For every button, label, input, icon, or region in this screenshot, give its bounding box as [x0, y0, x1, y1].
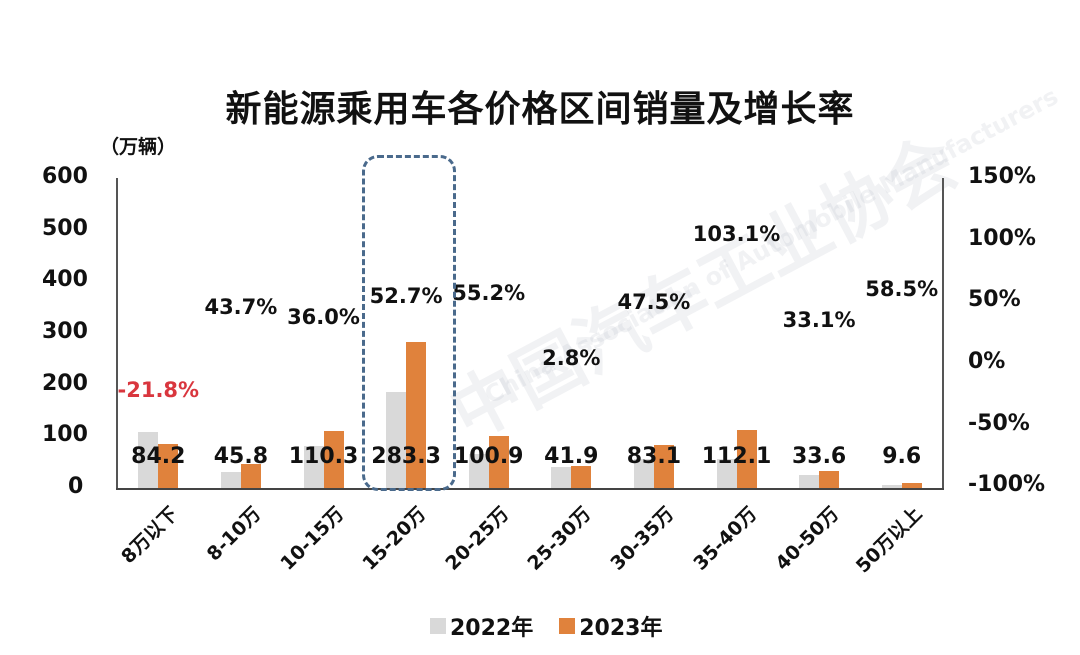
left-axis-tick: 500: [42, 215, 88, 241]
left-axis-tick: 600: [42, 164, 88, 189]
bar-2022: [716, 459, 737, 488]
chart-title: 新能源乘用车各价格区间销量及增长率: [225, 89, 855, 130]
right-axis-tick: 100%: [968, 225, 1036, 251]
x-axis-label: 15-20万: [358, 502, 431, 575]
bar-2023: [406, 341, 427, 488]
value-label-2023: 100.9: [453, 444, 524, 469]
legend-swatch-2022: [430, 618, 446, 634]
bar-2023: [736, 430, 757, 488]
legend-swatch-2023: [559, 618, 576, 634]
right-axis-tick: -100%: [968, 472, 1046, 498]
highlight-box-15-20: [362, 155, 456, 491]
left-axis-unit: （万辆）: [100, 136, 177, 158]
legend-label-2022: 2022年: [450, 616, 534, 641]
x-axis-label: 8万以下: [117, 502, 183, 569]
x-axis-label: 8-10万: [202, 502, 266, 566]
x-axis-label: 20-25万: [441, 502, 514, 575]
value-label-2023: 33.6: [791, 444, 847, 469]
value-label-2023: 83.1: [626, 444, 682, 469]
bar-2023: [323, 431, 344, 488]
x-axis-label: 25-30万: [523, 502, 596, 575]
value-label-2023: 9.6: [882, 444, 922, 469]
growth-label: 58.5%: [865, 276, 939, 301]
bar-2023: [819, 470, 840, 488]
x-axis-label: 30-35万: [606, 502, 679, 575]
bar-2022: [881, 484, 902, 488]
bar-2023: [901, 483, 922, 488]
bar-2023: [653, 445, 674, 488]
bar-2022: [551, 466, 572, 488]
right-axis-tick: 50%: [968, 287, 1021, 313]
x-axis-line: [116, 488, 944, 490]
legend-label-2023: 2023年: [579, 616, 663, 641]
bar-2023: [158, 444, 179, 488]
left-axis-tick: 0: [68, 474, 84, 499]
x-axis-label: 50万以上: [851, 502, 927, 578]
growth-label: 103.1%: [692, 221, 781, 246]
bar-2022: [386, 392, 407, 488]
x-axis-label: 10-15万: [275, 502, 348, 575]
growth-label: 36.0%: [287, 304, 360, 329]
growth-label: 33.1%: [782, 308, 856, 333]
growth-label: 2.8%: [542, 345, 601, 370]
bar-2023: [571, 466, 592, 488]
value-label-2023: 112.1: [701, 444, 772, 469]
legend-item-2022: 2022年: [430, 610, 533, 642]
bar-2022: [303, 446, 324, 488]
growth-label: 52.7%: [369, 284, 443, 308]
left-axis-tick: 100: [42, 422, 88, 448]
growth-label: 43.7%: [204, 295, 278, 320]
right-axis-tick: 0%: [968, 349, 1006, 374]
value-label-2023: 283.3: [371, 444, 441, 469]
growth-label: 47.5%: [617, 290, 691, 315]
value-label-2023: 45.8: [213, 444, 269, 469]
bar-2022: [138, 432, 159, 488]
bar-2022: [468, 454, 489, 488]
bar-2023: [240, 464, 261, 488]
value-label-2023: 110.3: [288, 444, 359, 469]
legend: 2022年 2023年: [430, 610, 678, 642]
right-axis-line: [942, 178, 944, 490]
left-axis-tick: 400: [42, 267, 88, 293]
bar-2022: [633, 458, 654, 488]
bar-2022: [220, 471, 241, 488]
growth-label: 55.2%: [452, 280, 526, 305]
bar-2023: [488, 435, 509, 488]
right-axis-tick: -50%: [968, 410, 1030, 436]
value-label-2023: 84.2: [131, 444, 186, 469]
right-axis-tick: 150%: [968, 164, 1036, 189]
bar-2022: [799, 474, 820, 488]
left-axis-line: [116, 178, 118, 490]
x-axis-label: 40-50万: [771, 502, 844, 575]
left-axis-tick: 300: [42, 319, 88, 344]
growth-label: -21.8%: [117, 378, 200, 402]
value-label-2023: 41.9: [544, 444, 599, 469]
legend-item-2023: 2023年: [559, 610, 662, 642]
left-axis-tick: 200: [42, 370, 88, 396]
x-axis-label: 35-40万: [688, 502, 761, 575]
